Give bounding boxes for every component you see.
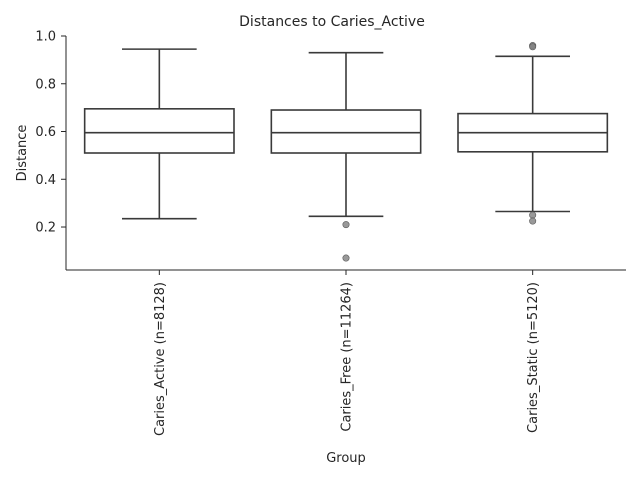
outlier-point — [529, 217, 537, 225]
y-tick-label: 0.6 — [35, 125, 56, 140]
box-group — [83, 48, 235, 220]
x-tick-label: Caries_Free (n=11264) — [340, 282, 355, 432]
x-tick-label: Caries_Static (n=5120) — [526, 282, 541, 433]
box-group — [457, 42, 609, 225]
iqr-box — [270, 109, 422, 154]
outlier-point — [342, 221, 350, 229]
boxes-group — [83, 42, 609, 262]
y-tick-label: 1.0 — [35, 30, 56, 45]
outlier-point — [529, 43, 537, 51]
x-axis-title: Group — [326, 451, 366, 466]
outlier-point — [529, 211, 537, 219]
y-tick-label: 0.8 — [35, 77, 56, 92]
outlier-point — [342, 254, 350, 262]
x-tick-labels: Caries_Active (n=8128) Caries_Free (n=112… — [153, 270, 541, 436]
box-group — [270, 51, 422, 262]
y-tick-label: 0.2 — [35, 221, 56, 236]
iqr-box — [83, 108, 235, 154]
y-tick-labels: 0.2 0.4 0.6 0.8 1.0 — [35, 30, 66, 236]
chart-title: Distances to Caries_Active — [239, 14, 425, 30]
x-tick-label: Caries_Active (n=8128) — [153, 282, 168, 436]
y-axis-title: Distance — [15, 125, 30, 182]
y-tick-label: 0.4 — [35, 173, 56, 188]
